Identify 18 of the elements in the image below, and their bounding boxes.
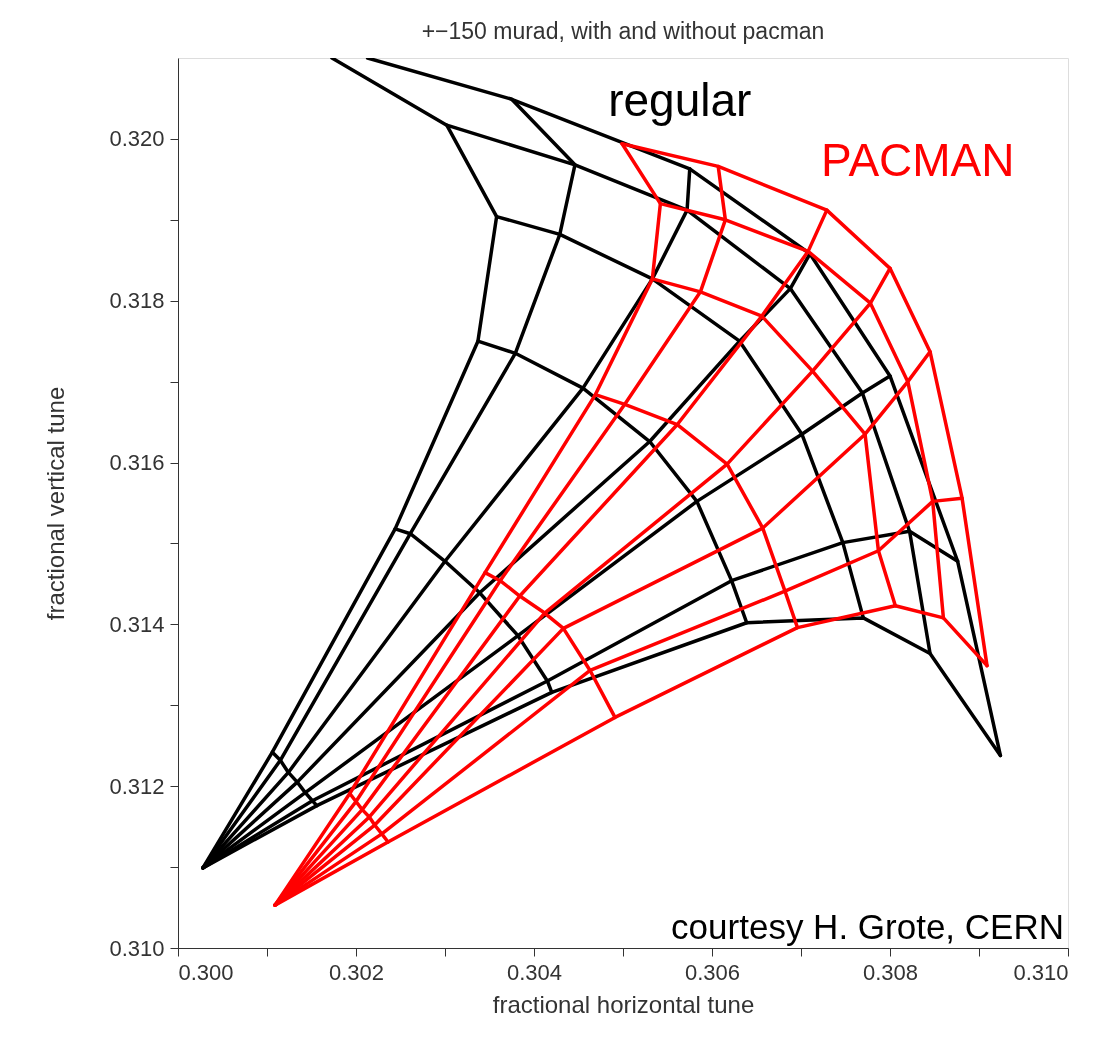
- y-tick-label: 0.316: [109, 450, 165, 476]
- y-axis-title: fractional vertical tune: [42, 386, 70, 621]
- x-tick-label: 0.304: [506, 959, 563, 985]
- x-tick-label: 0.300: [178, 959, 234, 985]
- y-tick-label: 0.314: [109, 611, 165, 637]
- x-tick-label: 0.308: [862, 959, 919, 985]
- chart-title: +−150 murad, with and without pacman: [421, 18, 825, 44]
- annotation: courtesy H. Grote, CERN: [671, 907, 1064, 946]
- y-tick-label: 0.318: [109, 288, 165, 314]
- series-label: regular: [608, 73, 752, 126]
- x-tick-label: 0.302: [328, 959, 385, 985]
- x-tick-label: 0.306: [684, 959, 741, 985]
- x-axis-title: fractional horizontal tune: [492, 990, 755, 1018]
- series-label: PACMAN: [821, 134, 1015, 187]
- y-tick-label: 0.312: [109, 773, 165, 799]
- y-tick-label: 0.320: [109, 126, 165, 152]
- x-tick-label: 0.310: [1013, 959, 1069, 985]
- y-tick-label: 0.310: [109, 935, 165, 961]
